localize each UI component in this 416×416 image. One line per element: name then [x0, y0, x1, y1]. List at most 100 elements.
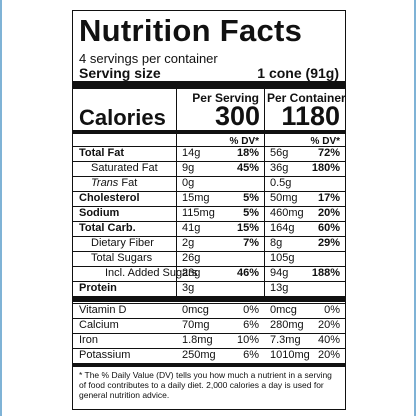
nutrient-name: Potassium	[79, 349, 131, 361]
row-rule	[73, 333, 345, 334]
serving-amount: 23g	[182, 267, 201, 279]
container-amount: 105g	[270, 252, 295, 264]
container-dv: 72%	[317, 147, 340, 159]
nutrient-name-rest: Fat	[121, 177, 138, 189]
row-rule	[73, 348, 345, 349]
row-rule	[73, 281, 345, 282]
container-dv: 20%	[317, 207, 340, 219]
serving-dv: 6%	[243, 349, 259, 361]
nutrient-name: Iron	[79, 334, 98, 346]
serving-amount: 0mcg	[182, 304, 209, 316]
nutrient-name: Total Fat	[79, 147, 125, 159]
serving-amount: 41g	[182, 222, 201, 234]
serving-dv: 5%	[243, 207, 259, 219]
container-amount: 94g	[270, 267, 289, 279]
nutrient-name: Sodium	[79, 207, 120, 219]
dv-header: % DV*	[310, 136, 340, 147]
serving-amount: 15mg	[182, 192, 210, 204]
column-divider	[176, 89, 177, 296]
nutrient-name: Dietary Fiber	[91, 237, 154, 249]
serving-dv: 10%	[236, 334, 259, 346]
nutrient-name: Cholesterol	[79, 192, 140, 204]
serving-dv: 45%	[236, 162, 259, 174]
container-amount: 7.3mg	[270, 334, 301, 346]
serving-amount: 2g	[182, 237, 195, 249]
serving-amount: 14g	[182, 147, 201, 159]
serving-amount: 26g	[182, 252, 201, 264]
serving-amount: 1.8mg	[182, 334, 213, 346]
container-amount: 460mg	[270, 207, 304, 219]
container-amount: 164g	[270, 222, 295, 234]
row-rule	[73, 236, 345, 237]
nutrient-name: Saturated Fat	[91, 162, 158, 174]
row-rule	[73, 191, 345, 192]
nutrient-name: Trans Fat	[91, 176, 137, 191]
container-amount: 280mg	[270, 319, 304, 331]
serving-amount: 115mg	[182, 207, 215, 219]
container-amount: 56g	[270, 147, 289, 159]
row-rule	[73, 161, 345, 162]
serving-dv: 46%	[236, 267, 259, 279]
serving-amount: 0g	[182, 177, 195, 189]
per-serving-calories: 300	[214, 101, 260, 131]
servings: 4 servings per container	[79, 51, 218, 66]
nutrient-name: Total Sugars	[91, 252, 153, 264]
container-dv: 17%	[317, 192, 340, 204]
serving-dv: 0%	[243, 304, 259, 316]
title: Nutrition Facts	[79, 13, 303, 48]
container-dv: 60%	[317, 222, 340, 234]
nutrient-name: Total Carb.	[79, 222, 136, 234]
container-amount: 0mcg	[270, 304, 297, 316]
container-amount: 13g	[270, 282, 289, 294]
serving-amount: 250mg	[182, 349, 216, 361]
nutrient-name-italic: Trans	[91, 177, 119, 189]
serving-dv: 15%	[236, 222, 259, 234]
container-amount: 1010mg	[270, 349, 310, 361]
serving-dv: 7%	[243, 237, 259, 249]
serving-amount: 9g	[182, 162, 195, 174]
nutrient-name: Calcium	[79, 319, 119, 331]
row-rule	[73, 303, 345, 304]
row-rule	[73, 176, 345, 177]
serving-size-value: 1 cone (91g)	[257, 65, 339, 81]
serving-dv: 5%	[243, 192, 259, 204]
per-container-calories: 1180	[281, 101, 340, 131]
serving-dv: 18%	[236, 147, 259, 159]
per-container-heading: Per Container	[267, 91, 346, 105]
container-dv: 0%	[324, 304, 340, 316]
nutrition-label: Nutrition Facts 4 servings per container…	[72, 10, 346, 410]
row-rule	[73, 318, 345, 319]
column-divider	[264, 89, 265, 296]
container-amount: 36g	[270, 162, 289, 174]
container-dv: 20%	[317, 319, 340, 331]
dv-header: % DV*	[229, 136, 259, 147]
container-dv: 180%	[311, 162, 340, 174]
serving-size-label: Serving size	[79, 65, 161, 81]
nutrient-name: Vitamin D	[79, 304, 127, 316]
serving-amount: 70mg	[182, 319, 210, 331]
container-amount: 8g	[270, 237, 283, 249]
thick-rule	[73, 81, 345, 89]
container-dv: 29%	[317, 237, 340, 249]
medium-rule	[73, 363, 345, 367]
container-dv: 188%	[311, 267, 340, 279]
row-rule	[73, 266, 345, 267]
nutrient-name: Incl. Added Sugars	[105, 267, 198, 279]
container-amount: 0.5g	[270, 177, 292, 189]
container-dv: 40%	[317, 334, 340, 346]
row-rule	[73, 206, 345, 207]
calories-label: Calories	[79, 105, 166, 130]
per-serving-heading: Per Serving	[192, 91, 259, 105]
row-rule	[73, 251, 345, 252]
footnote: * The % Daily Value (DV) tells you how m…	[79, 370, 332, 400]
thick-rule	[73, 296, 345, 302]
medium-rule	[73, 130, 345, 134]
row-rule	[73, 146, 345, 147]
row-rule	[73, 221, 345, 222]
container-amount: 50mg	[270, 192, 298, 204]
serving-amount: 3g	[182, 282, 195, 294]
nutrient-name: Protein	[79, 282, 117, 294]
serving-dv: 6%	[243, 319, 259, 331]
